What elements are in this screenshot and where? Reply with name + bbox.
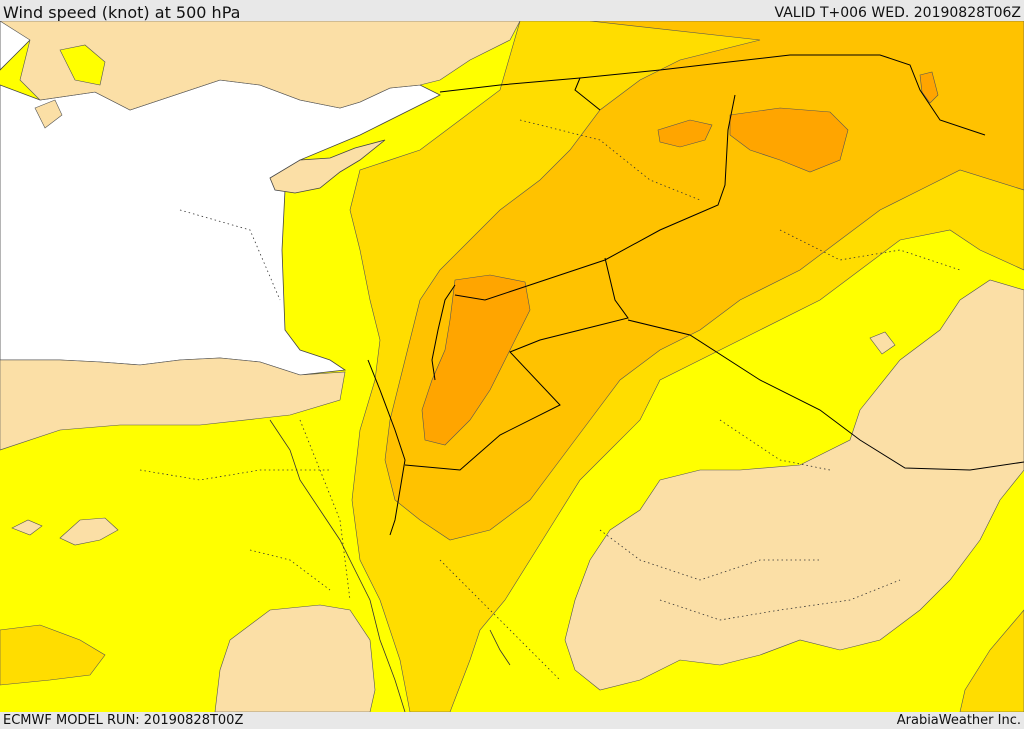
valid-time-label: VALID T+006 WED. 20190828T06Z: [774, 5, 1021, 21]
island-1: [59, 44, 106, 86]
band-2-patch-se: [959, 609, 1024, 712]
island-2: [34, 99, 63, 129]
low-wind-patch-2: [11, 519, 43, 536]
low-wind-patch-1: [59, 517, 119, 546]
arabia-low-wind: [564, 279, 1024, 691]
arabia-low-wind-west: [214, 604, 376, 712]
cyprus-island: [269, 139, 386, 194]
wind-speed-map: [0, 21, 1024, 712]
map-title: Wind speed (knot) at 500 hPa: [3, 3, 241, 22]
band-4-region-east: [729, 107, 849, 173]
band-2-patch-sw: [0, 624, 106, 686]
band-4-region-ne: [919, 71, 939, 104]
low-wind-patch-3: [869, 331, 896, 355]
header-bar: Wind speed (knot) at 500 hPa VALID T+006…: [0, 0, 1024, 22]
credit-label: ArabiaWeather Inc.: [896, 713, 1021, 728]
province-boundaries: [139, 119, 961, 681]
band-3-region: [384, 21, 1024, 541]
turkey-low-wind: [0, 21, 521, 111]
band-4-region-small: [657, 119, 713, 148]
model-run-label: ECMWF MODEL RUN: 20190828T00Z: [3, 713, 244, 728]
country-borders: [367, 54, 1024, 536]
band-4-region: [421, 274, 531, 446]
egypt-coast-low-wind: [0, 357, 346, 451]
footer-bar: ECMWF MODEL RUN: 20190828T00Z ArabiaWeat…: [0, 712, 1024, 729]
river-lines: [269, 419, 511, 712]
